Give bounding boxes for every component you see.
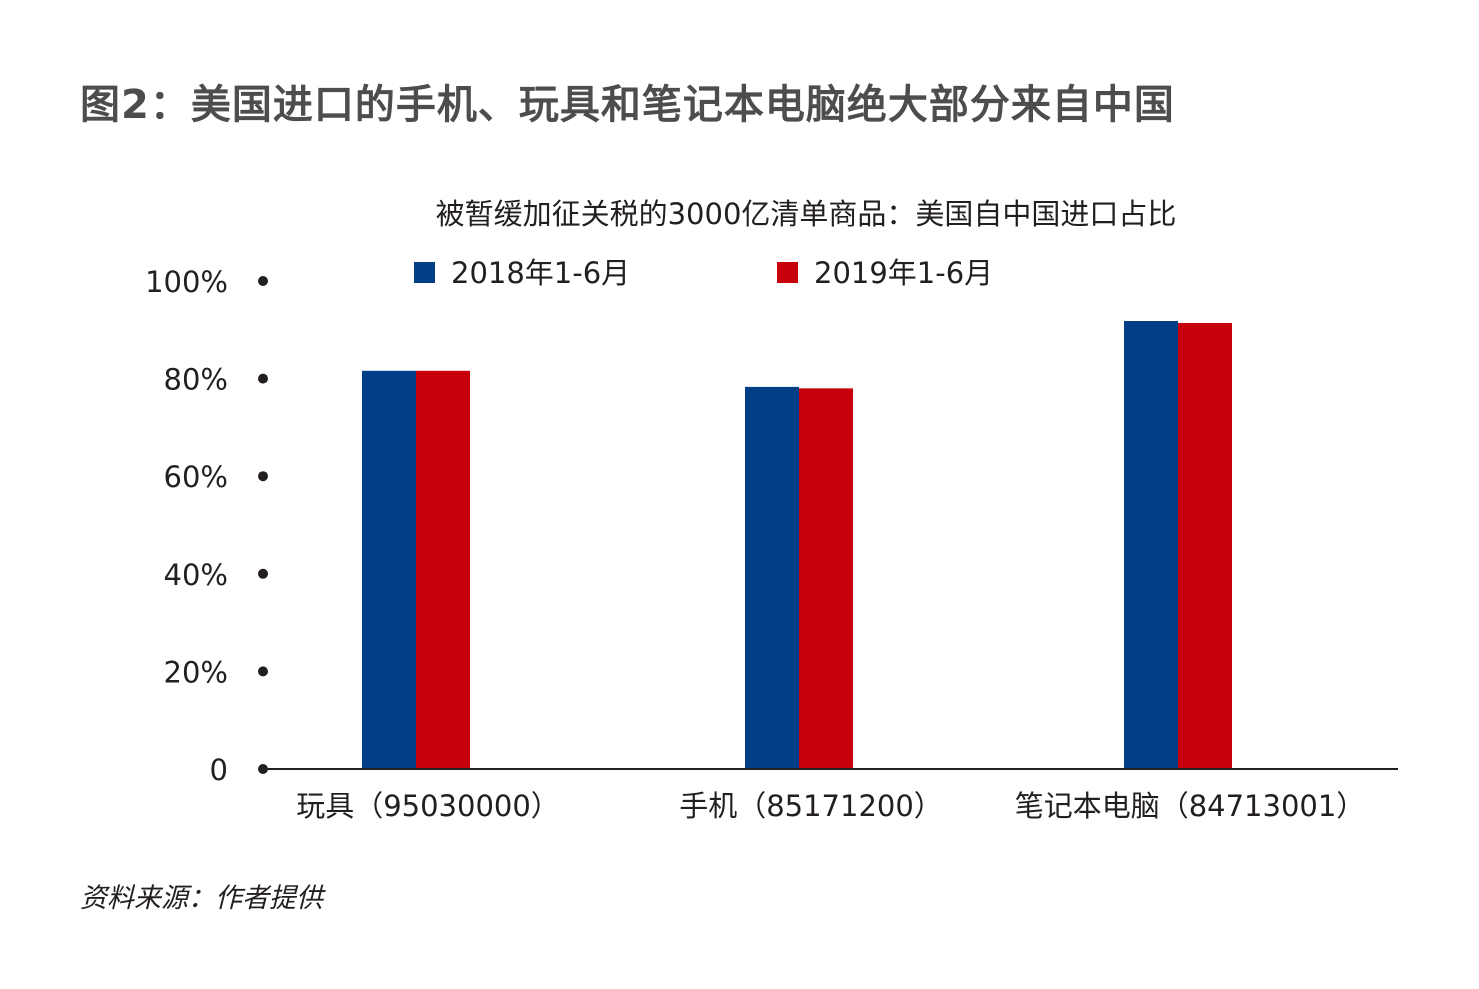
legend-swatch: [777, 262, 798, 283]
bar-2019-1: [799, 388, 853, 769]
legend-label: 2019年1-6月: [814, 256, 993, 290]
legend-label: 2018年1-6月: [451, 256, 630, 290]
y-tick-dot: [258, 276, 268, 286]
bars: [362, 321, 1232, 769]
y-tick-label: 80%: [164, 363, 228, 397]
legend: 2018年1-6月 2019年1-6月: [414, 256, 993, 290]
x-category-label: 手机（85171200）: [679, 789, 943, 823]
bar-2019-0: [416, 370, 470, 769]
x-category-label: 笔记本电脑（84713001）: [1015, 789, 1366, 823]
chart-title: 被暂缓加征关税的3000亿清单商品：美国自中国进口占比: [436, 197, 1177, 231]
y-tick-label: 60%: [164, 460, 228, 494]
bar-2018-0: [362, 370, 416, 769]
y-axis: 0 20% 40% 60% 80% 100%: [145, 265, 268, 787]
y-tick-label: 0: [210, 753, 228, 787]
legend-item: 2018年1-6月: [414, 256, 630, 290]
x-category-label: 玩具（95030000）: [296, 789, 560, 823]
y-tick-dot: [258, 471, 268, 482]
x-axis: 玩具（95030000） 手机（85171200） 笔记本电脑（84713001）: [296, 789, 1365, 823]
figure-title: 图2：美国进口的手机、玩具和笔记本电脑绝大部分来自中国: [80, 82, 1175, 128]
y-tick-label: 20%: [164, 655, 228, 689]
y-tick-label: 40%: [164, 558, 228, 592]
y-tick-label: 100%: [145, 265, 228, 299]
y-tick-dot: [258, 373, 268, 384]
legend-item: 2019年1-6月: [777, 256, 993, 290]
bar-2018-1: [745, 386, 799, 769]
legend-swatch: [414, 262, 435, 283]
bar-2019-2: [1178, 322, 1232, 769]
y-tick-dot: [258, 666, 268, 677]
y-tick-dot: [258, 568, 268, 579]
bar-2018-2: [1124, 321, 1178, 769]
source-note: 资料来源：作者提供: [80, 883, 323, 914]
